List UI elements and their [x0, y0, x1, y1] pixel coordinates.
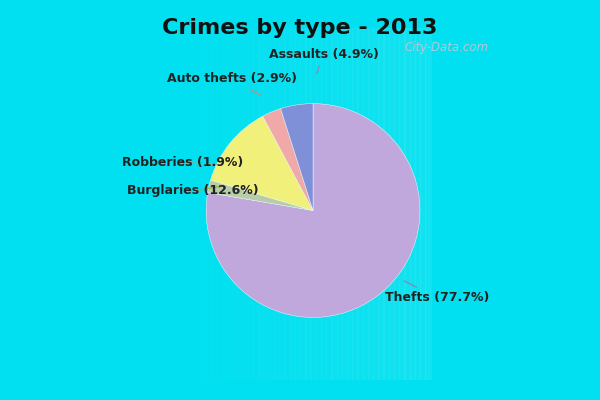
Bar	[201, 8, 208, 400]
Wedge shape	[263, 109, 313, 210]
Bar	[373, 8, 380, 400]
Bar	[347, 8, 353, 400]
Bar	[394, 8, 400, 400]
Bar	[258, 8, 265, 400]
Bar	[217, 8, 223, 400]
Bar	[242, 8, 249, 400]
Bar	[175, 8, 181, 400]
Bar	[415, 8, 421, 400]
Bar	[425, 8, 431, 400]
Bar	[170, 8, 176, 400]
Bar	[253, 8, 260, 400]
Bar	[352, 8, 359, 400]
Bar	[284, 8, 291, 400]
Text: Assaults (4.9%): Assaults (4.9%)	[269, 48, 379, 74]
Wedge shape	[206, 104, 420, 318]
Bar	[295, 8, 301, 400]
Bar	[274, 8, 280, 400]
Bar	[321, 8, 328, 400]
Text: Burglaries (12.6%): Burglaries (12.6%)	[127, 184, 259, 198]
Bar	[300, 8, 307, 400]
Bar	[383, 8, 390, 400]
Bar	[337, 8, 343, 400]
Bar	[180, 8, 187, 400]
Bar	[331, 8, 338, 400]
Text: Auto thefts (2.9%): Auto thefts (2.9%)	[167, 72, 297, 96]
Bar	[399, 8, 406, 400]
Bar	[290, 8, 296, 400]
Bar	[211, 8, 218, 400]
Bar	[326, 8, 332, 400]
Bar	[190, 8, 197, 400]
Text: Thefts (77.7%): Thefts (77.7%)	[385, 281, 489, 304]
Text: Robberies (1.9%): Robberies (1.9%)	[122, 156, 243, 169]
Bar	[358, 8, 364, 400]
Bar	[196, 8, 202, 400]
Bar	[263, 8, 270, 400]
Bar	[206, 8, 212, 400]
Bar	[232, 8, 239, 400]
Bar	[227, 8, 233, 400]
Wedge shape	[208, 180, 313, 210]
Bar	[389, 8, 395, 400]
Bar	[368, 8, 374, 400]
Bar	[310, 8, 317, 400]
Bar	[362, 8, 369, 400]
Bar	[420, 8, 427, 400]
Bar	[342, 8, 348, 400]
Wedge shape	[281, 104, 313, 210]
Text: City-Data.com: City-Data.com	[405, 41, 489, 54]
Bar	[279, 8, 286, 400]
Bar	[378, 8, 385, 400]
Wedge shape	[211, 116, 313, 210]
Bar	[404, 8, 411, 400]
Bar	[248, 8, 254, 400]
Bar	[316, 8, 322, 400]
Bar	[305, 8, 312, 400]
Bar	[185, 8, 192, 400]
Bar	[238, 8, 244, 400]
Bar	[410, 8, 416, 400]
Bar	[269, 8, 275, 400]
Bar	[222, 8, 228, 400]
Text: Crimes by type - 2013: Crimes by type - 2013	[163, 18, 437, 38]
